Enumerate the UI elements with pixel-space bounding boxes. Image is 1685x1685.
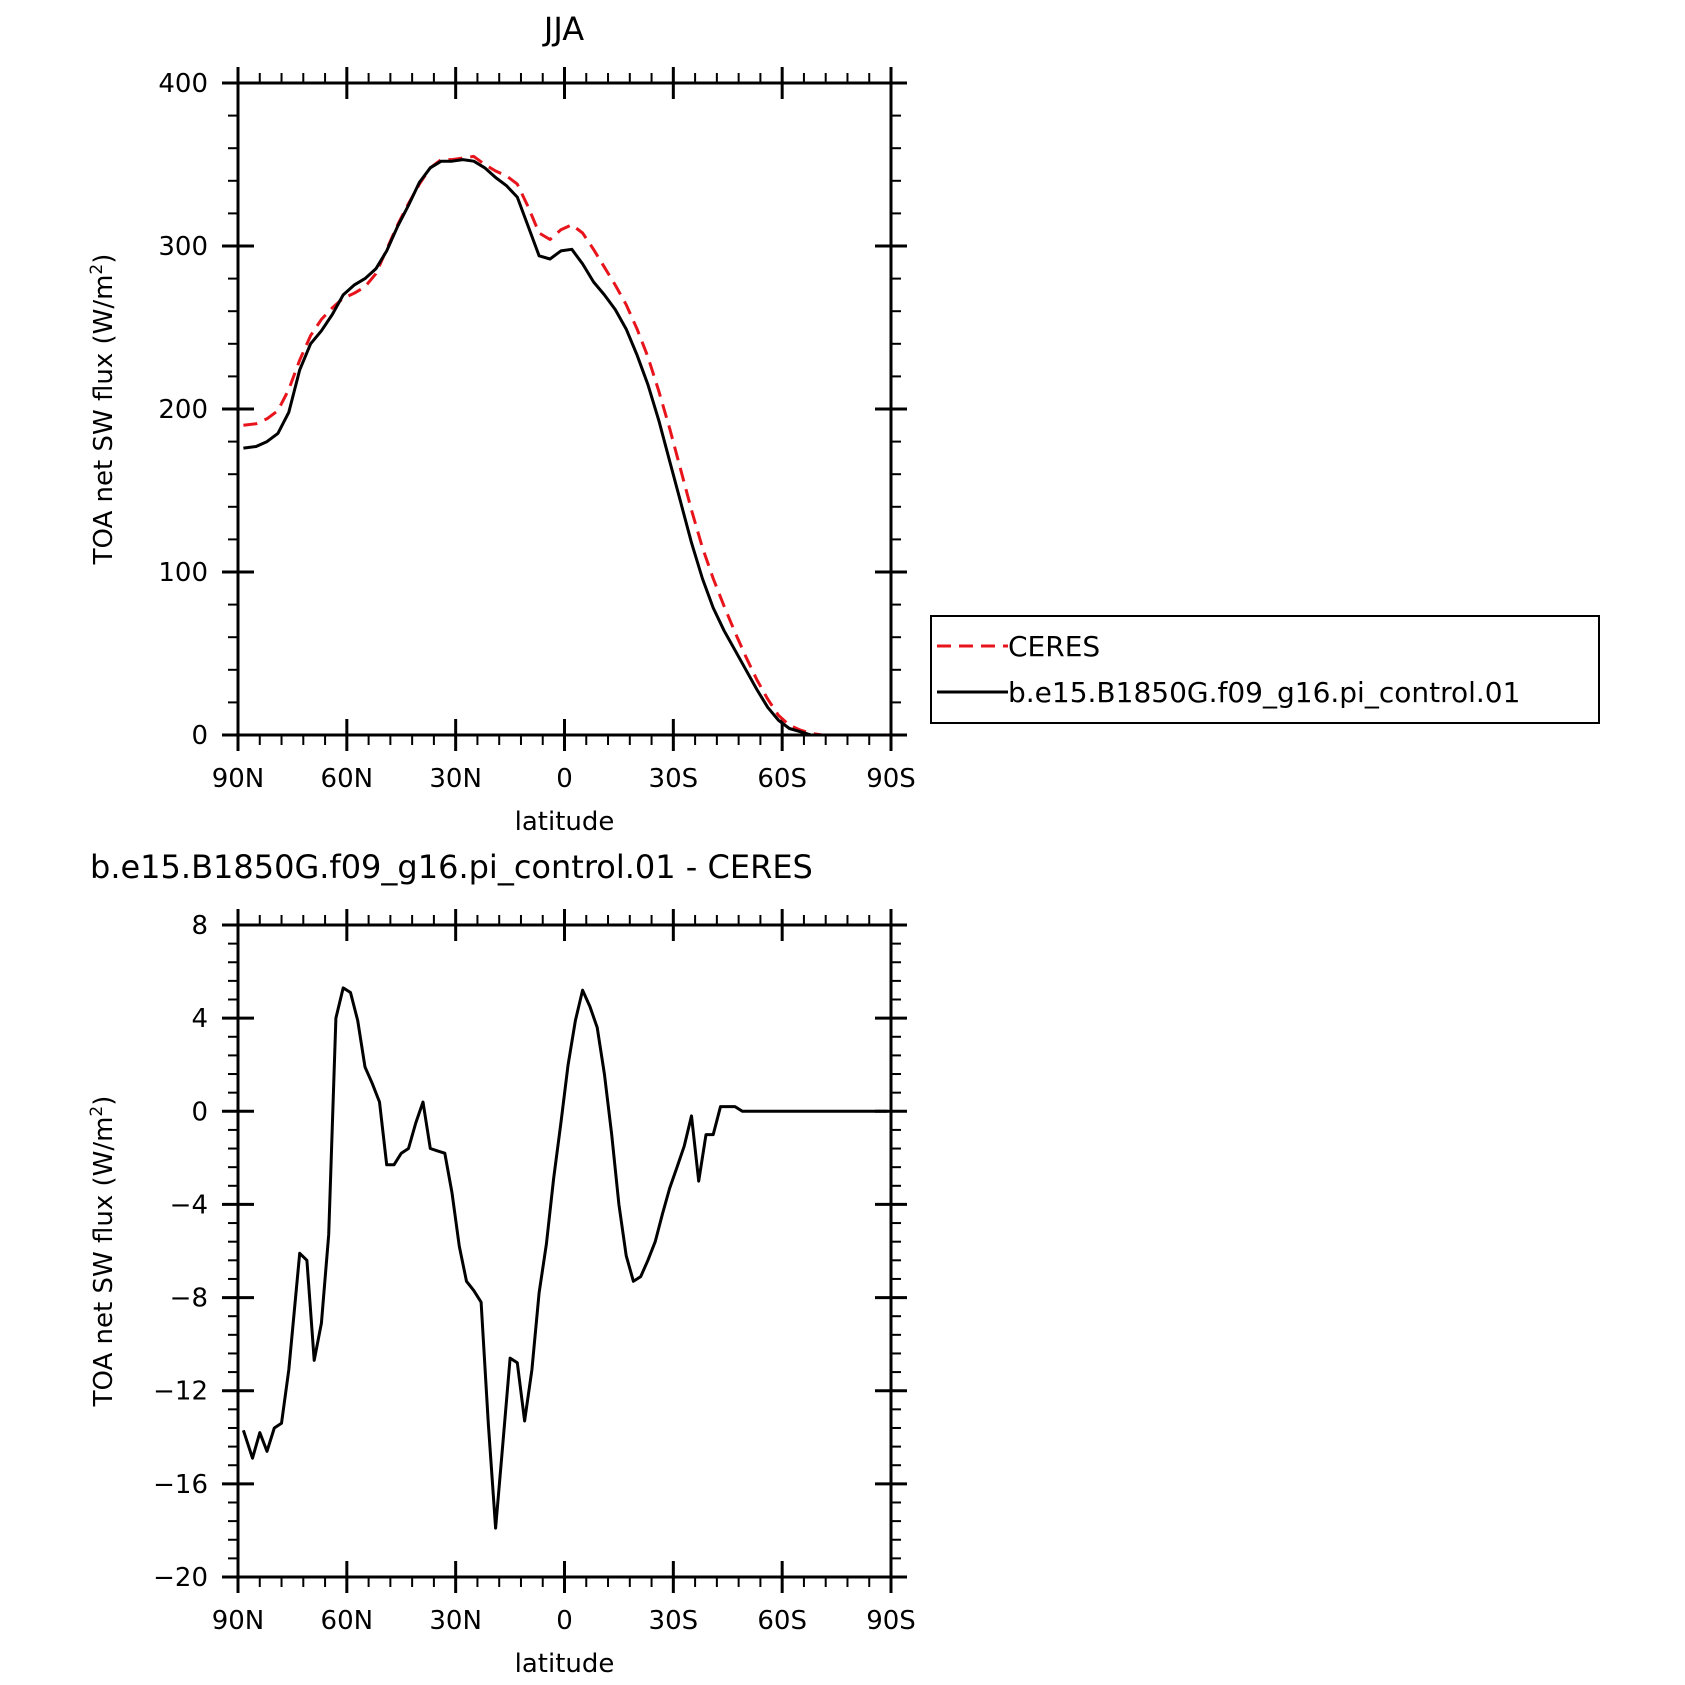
y-tick-label: −4: [170, 1190, 208, 1220]
x-tick-label: 30N: [429, 1606, 482, 1636]
x-tick-label: 0: [556, 764, 573, 794]
x-tick-label: 30S: [649, 764, 699, 794]
legend-box: [930, 615, 1600, 724]
y-tick-label: 0: [191, 1097, 208, 1127]
y-tick-label: 100: [158, 558, 208, 588]
y-tick-label: 300: [158, 232, 208, 262]
y-tick-label: −8: [170, 1284, 208, 1314]
y-tick-label: 8: [191, 911, 208, 941]
y-axis-title: TOA net SW flux (W/m2): [87, 1096, 119, 1408]
y-tick-label: 400: [158, 69, 208, 99]
x-tick-label: 90S: [866, 1606, 916, 1636]
plot-frame: [236, 81, 893, 737]
plot-title: b.e15.B1850G.f09_g16.pi_control.01 - CER…: [90, 848, 813, 886]
y-tick-label: −12: [153, 1377, 208, 1407]
x-tick-label: 30S: [649, 1606, 699, 1636]
x-tick-label: 60S: [757, 1606, 807, 1636]
x-tick-label: 30N: [429, 764, 482, 794]
plot-title: JJA: [542, 10, 584, 48]
x-axis-title: latitude: [515, 1649, 615, 1679]
legend-label-1: b.e15.B1850G.f09_g16.pi_control.01: [1008, 676, 1520, 709]
series-line-0: [243, 154, 888, 737]
y-tick-label: −20: [153, 1563, 208, 1593]
x-tick-label: 90N: [212, 1606, 265, 1636]
x-tick-label: 60N: [321, 1606, 374, 1636]
legend-label-0: CERES: [1008, 630, 1100, 663]
y-tick-label: 200: [158, 395, 208, 425]
x-tick-label: 0: [556, 1606, 573, 1636]
x-axis-title: latitude: [515, 807, 615, 837]
legend: CERES b.e15.B1850G.f09_g16.pi_control.01: [930, 615, 1600, 724]
x-tick-label: 90N: [212, 764, 265, 794]
y-tick-label: 4: [191, 1004, 208, 1034]
y-tick-label: −16: [153, 1470, 208, 1500]
x-tick-label: 60S: [757, 764, 807, 794]
chart-top-jja: 0 100 200 300 400 90N 60N 30N 0 30S 60S 90S latitude…: [87, 10, 916, 837]
x-tick-label: 60N: [321, 764, 374, 794]
y-axis-title: TOA net SW flux (W/m2): [87, 254, 119, 566]
series-line-0: [241, 986, 888, 1530]
x-tick-label: 90S: [866, 764, 916, 794]
series-line-1: [243, 158, 888, 737]
y-tick-label: 0: [191, 721, 208, 751]
